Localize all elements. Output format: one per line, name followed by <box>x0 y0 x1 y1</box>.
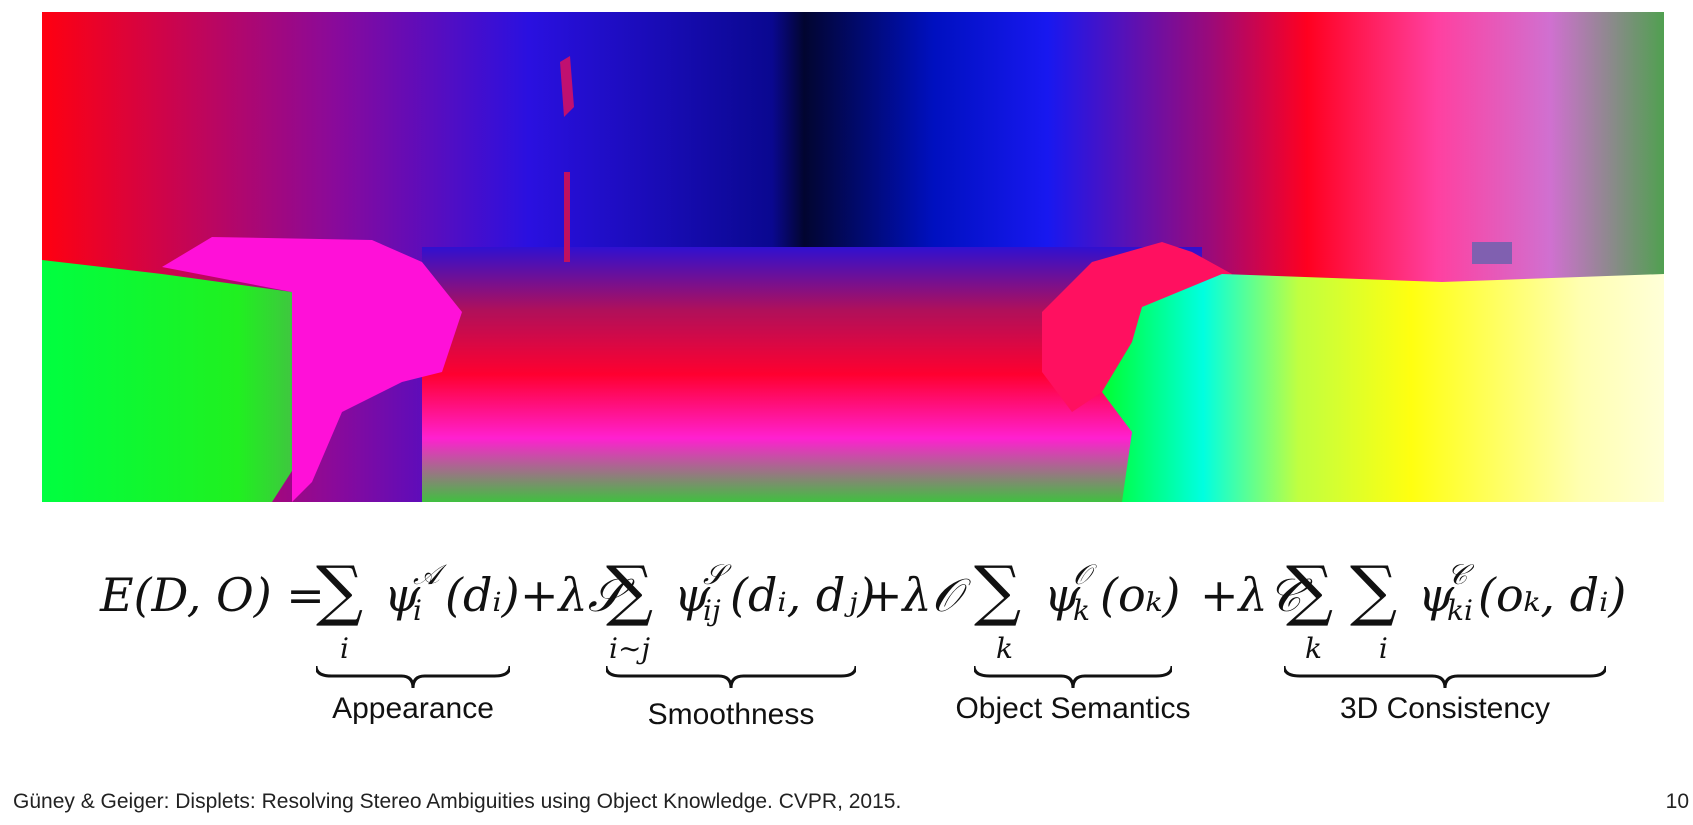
disparity-map-graphic <box>42 12 1664 502</box>
args-consistency: (oₖ, dᵢ) <box>1478 568 1627 622</box>
superscript-object: 𝒪 <box>1073 558 1091 591</box>
sum-symbol-inner: ∑ <box>1350 552 1398 629</box>
subscript-appearance: i <box>413 594 422 627</box>
lambda-consistency: +λ𝒞 <box>1200 568 1302 622</box>
underbrace-appearance <box>316 664 510 690</box>
superscript-appearance: 𝒜 <box>413 558 440 591</box>
subscript-object: k <box>1073 594 1090 627</box>
label-smoothness: Smoothness <box>647 698 815 731</box>
energy-equation: E(D, O) = ∑ i ψ 𝒜 i (dᵢ) +λ𝒮 ∑ i∼j ψ 𝒮 i… <box>0 556 1693 666</box>
underbrace-smoothness <box>606 664 856 690</box>
sum-index-object: k <box>996 632 1013 665</box>
label-object-semantics: Object Semantics <box>955 692 1191 725</box>
sum-index-consistency: k i <box>1305 632 1388 665</box>
sum-symbol: ∑ <box>316 552 364 629</box>
sum-symbol-outer: ∑ <box>1286 552 1334 629</box>
superscript-smoothness: 𝒮 <box>703 558 725 591</box>
sum-index-smoothness: i∼j <box>609 632 651 665</box>
equation-lhs: E(D, O) = <box>100 568 325 622</box>
sum-symbol: ∑ <box>974 552 1022 629</box>
underbrace-object-semantics <box>974 664 1172 690</box>
disparity-map-image <box>42 12 1664 502</box>
psi-symbol-consistency: ψ <box>1418 568 1455 622</box>
subscript-consistency: ki <box>1447 594 1473 627</box>
label-3d-consistency: 3D Consistency <box>1339 692 1551 725</box>
label-appearance: Appearance <box>332 692 494 725</box>
underbrace-3d-consistency <box>1284 664 1606 690</box>
subscript-smoothness: ij <box>703 594 721 627</box>
page-number: 10 <box>1665 790 1689 813</box>
sum-symbol: ∑ <box>606 552 654 629</box>
sum-index-appearance: i <box>340 632 349 665</box>
lambda-object: +λ𝒪 <box>864 568 961 622</box>
superscript-consistency: 𝒞 <box>1447 558 1468 591</box>
args-appearance: (dᵢ) <box>445 568 520 622</box>
psi-symbol-smoothness: ψ <box>674 568 711 622</box>
footer-citation: Güney & Geiger: Displets: Resolving Ster… <box>13 790 902 813</box>
lambda-smoothness: +λ𝒮 <box>520 568 624 622</box>
args-object: (oₖ) <box>1100 568 1181 622</box>
args-smoothness: (dᵢ, dⱼ) <box>730 568 876 622</box>
psi-symbol-object: ψ <box>1044 568 1081 622</box>
psi-symbol-appearance: ψ <box>384 568 421 622</box>
